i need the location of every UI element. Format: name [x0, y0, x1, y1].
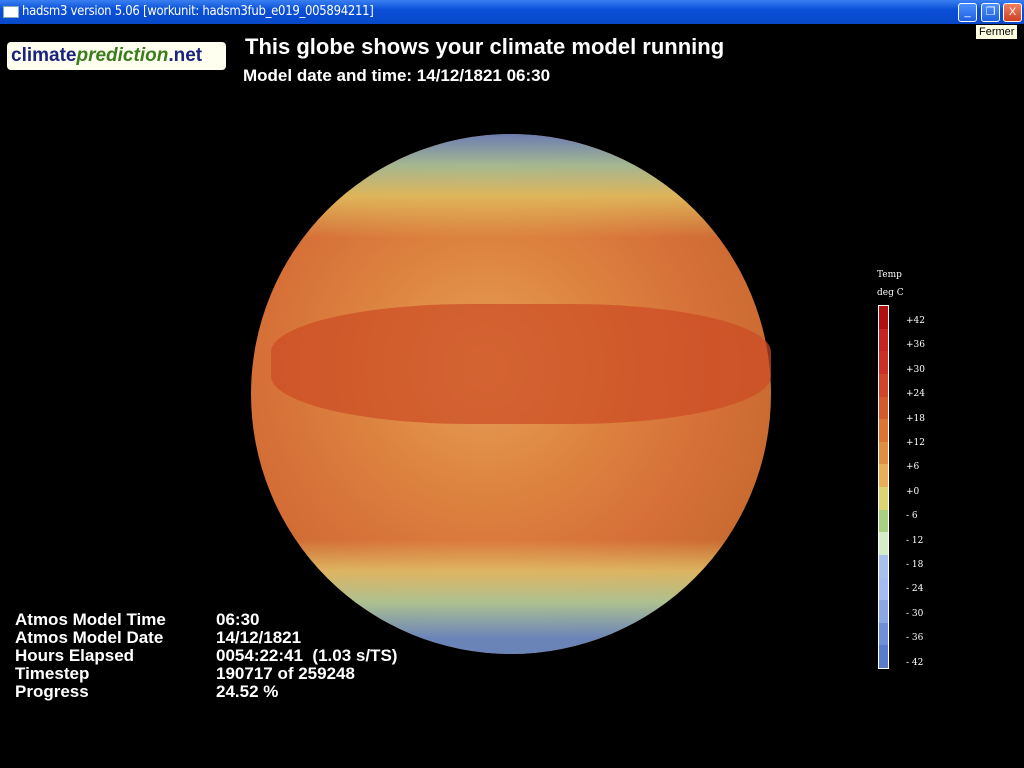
logo-text: climate: [11, 45, 77, 66]
legend-tick: +36: [906, 340, 925, 351]
legend-swatch: [879, 351, 888, 374]
legend-tick: - 24: [906, 584, 924, 595]
legend-swatch: [879, 306, 888, 329]
stat-value: 0054:22:41 (1.03 s/TS): [216, 646, 398, 665]
legend-tick: - 42: [906, 657, 924, 668]
logo-text: prediction: [76, 45, 169, 66]
stat-label: Timestep: [15, 664, 90, 683]
legend-unit: deg C: [877, 288, 904, 298]
legend-tick: +6: [906, 462, 920, 473]
app-icon[interactable]: [3, 6, 19, 18]
stat-row: Timestep 190717 of 259248: [15, 665, 397, 683]
stat-row: Hours Elapsed 0054:22:41 (1.03 s/TS): [15, 647, 397, 665]
stat-row: Progress 24.52 %: [15, 683, 397, 701]
legend-tick: - 6: [906, 511, 918, 522]
stats-panel: Atmos Model Time 06:30 Atmos Model Date 14…: [15, 611, 397, 701]
legend-tick: - 30: [906, 608, 924, 619]
stat-value: 24.52 %: [216, 682, 279, 701]
stat-label: Progress: [15, 682, 89, 701]
legend-swatch: [879, 645, 888, 668]
logo: climateprediction.net: [7, 42, 226, 70]
legend-tick: - 36: [906, 633, 924, 644]
legend-swatch: [879, 441, 888, 465]
logo-text: .net: [168, 45, 203, 66]
globe[interactable]: [251, 134, 771, 654]
legend-swatch: [879, 577, 888, 601]
stat-row: Atmos Model Date 14/12/1821: [15, 629, 397, 647]
legend-tick: - 18: [906, 560, 924, 570]
legend-swatch: [879, 554, 888, 578]
model-date-time: Model date and time: 14/12/1821 06:30: [243, 66, 551, 85]
title-bar: hadsm3 version 5.06 [workunit: hadsm3fub…: [0, 0, 1024, 24]
legend-tick: +0: [906, 486, 920, 497]
legend-color-bar: [878, 305, 889, 669]
minimize-button[interactable]: _: [958, 3, 977, 22]
stat-row: Atmos Model Time 06:30: [15, 611, 397, 629]
legend-tick: +30: [906, 364, 925, 375]
legend-swatch: [879, 328, 888, 352]
legend-tick: +18: [906, 413, 925, 424]
close-tooltip: Fermer: [975, 24, 1019, 40]
stat-label: Atmos Model Time: [15, 610, 166, 629]
legend-swatch: [879, 509, 888, 533]
temperature-bands: [251, 134, 771, 654]
stat-label: Atmos Model Date: [15, 628, 164, 647]
legend-swatch: [879, 622, 888, 646]
restore-button[interactable]: ❐: [981, 3, 1000, 22]
legend-swatch: [879, 373, 888, 397]
legend-tick: +12: [906, 438, 925, 448]
legend-swatch: [879, 532, 888, 555]
legend-swatch: [879, 600, 888, 623]
legend-swatch: [879, 464, 888, 487]
legend-swatch: [879, 396, 888, 420]
stat-label: Hours Elapsed: [15, 646, 135, 665]
legend-tick: +42: [906, 316, 925, 326]
window-title: hadsm3 version 5.06 [workunit: hadsm3fub…: [22, 4, 374, 19]
close-button[interactable]: X: [1003, 3, 1022, 22]
legend-swatch: [879, 487, 888, 510]
stat-value: 14/12/1821: [216, 628, 302, 647]
legend-swatch: [879, 419, 888, 442]
legend-title: Temp: [877, 270, 902, 280]
legend-tick: +24: [906, 389, 925, 400]
stat-value: 190717 of 259248: [216, 664, 355, 683]
page-title: This globe shows your climate model runn…: [245, 34, 725, 59]
legend-tick: - 12: [906, 535, 924, 546]
stat-value: 06:30: [216, 610, 260, 629]
